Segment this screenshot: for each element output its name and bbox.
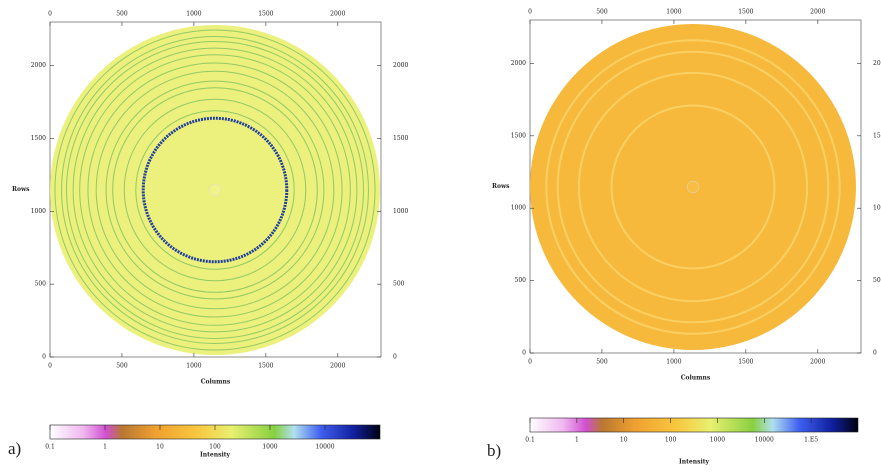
- y-tick-label: 1000: [393, 208, 408, 215]
- x-tick-label: 1500: [258, 363, 273, 370]
- diffraction-ring: [61, 36, 369, 344]
- x-tick-label: 500: [116, 11, 128, 18]
- colorbar-tick-label: 100: [209, 444, 221, 451]
- colorbar-tick-label: 10: [620, 437, 628, 444]
- y-tick-label: 0: [873, 350, 877, 357]
- y-tick-label: 1500: [873, 132, 881, 139]
- x-tick-label: 1500: [738, 359, 753, 366]
- diffraction-ring: [135, 110, 295, 270]
- y-tick-label: 1000: [31, 208, 46, 215]
- y-tick-label: 2000: [31, 62, 46, 69]
- beam-center: [208, 183, 222, 197]
- y-tick-label: 1000: [511, 205, 526, 212]
- y-axis-label: Rows: [492, 183, 510, 190]
- y-tick-label: 500: [873, 277, 881, 284]
- y-tick-label: 0: [42, 354, 46, 361]
- y-tick-label: 0: [393, 354, 397, 361]
- y-tick-label: 2000: [511, 60, 526, 67]
- x-tick-label: 0: [48, 363, 52, 370]
- colorbar-tick-label: 1.E5: [804, 437, 818, 444]
- x-tick-label: 500: [596, 359, 608, 366]
- diffraction-ring: [87, 62, 343, 318]
- x-tick-label: 1000: [666, 359, 681, 366]
- x-tick-label: 500: [596, 9, 608, 16]
- diffraction-ring: [105, 80, 325, 300]
- x-tick-label: 500: [116, 363, 128, 370]
- diffraction-ring: [556, 50, 830, 324]
- x-tick-label: 2000: [330, 363, 345, 370]
- y-tick-label: 1500: [393, 135, 408, 142]
- beam-center: [686, 180, 700, 194]
- colorbar-tick-label: 0.1: [525, 437, 535, 444]
- x-tick-label: 2000: [330, 11, 345, 18]
- colorbar-tick-label: 100: [665, 437, 677, 444]
- x-tick-label: 1000: [186, 11, 201, 18]
- diffraction-ring: [54, 29, 376, 351]
- x-tick-label: 0: [48, 11, 52, 18]
- diffraction-ring: [577, 71, 809, 303]
- x-axis-label: Columns: [681, 375, 711, 382]
- y-tick-label: 2000: [393, 62, 408, 69]
- colorbar-tick-label: 10: [156, 444, 164, 451]
- colorbar-tick-label: 10000: [315, 444, 334, 451]
- x-tick-label: 2000: [810, 359, 825, 366]
- diffraction-ring: [79, 54, 351, 326]
- diffraction-ring: [66, 41, 364, 339]
- y-tick-label: 2000: [873, 60, 881, 67]
- diffraction-ring: [95, 70, 335, 310]
- diffraction-ring: [141, 116, 289, 264]
- panel-label: b): [487, 441, 501, 460]
- colorbar-tick-label: 1: [103, 444, 107, 451]
- y-tick-label: 500: [35, 281, 47, 288]
- colorbar-tick-label: 1000: [262, 444, 277, 451]
- colorbar-tick-label: 0.1: [45, 444, 55, 451]
- x-tick-label: 1500: [738, 9, 753, 16]
- y-tick-label: 500: [393, 281, 405, 288]
- x-tick-label: 0: [528, 9, 532, 16]
- diffraction-ring: [123, 98, 307, 282]
- x-tick-label: 0: [528, 359, 532, 366]
- colorbar-tick-label: 10000: [755, 437, 774, 444]
- x-axis-label: Columns: [201, 379, 231, 386]
- diffraction-ring: [112, 87, 318, 293]
- panel-label: a): [8, 439, 21, 458]
- colorbar: [529, 417, 859, 433]
- colorbar-label: Intensity: [200, 452, 231, 459]
- x-tick-label: 2000: [810, 9, 825, 16]
- diffraction-ring: [545, 39, 841, 335]
- y-axis-label: Rows: [12, 186, 30, 193]
- x-tick-label: 1500: [258, 11, 273, 18]
- y-tick-label: 0: [522, 350, 526, 357]
- diffraction-ring: [72, 47, 358, 333]
- colorbar-tick-label: 1: [575, 437, 579, 444]
- diffraction-ring: [610, 104, 776, 270]
- x-tick-label: 1000: [666, 9, 681, 16]
- colorbar-label: Intensity: [679, 459, 710, 466]
- y-tick-label: 1000: [873, 205, 881, 212]
- y-tick-label: 1500: [511, 132, 526, 139]
- colorbar-tick-label: 1000: [710, 437, 725, 444]
- y-tick-label: 1500: [31, 135, 46, 142]
- x-tick-label: 1000: [186, 363, 201, 370]
- y-tick-label: 500: [515, 277, 527, 284]
